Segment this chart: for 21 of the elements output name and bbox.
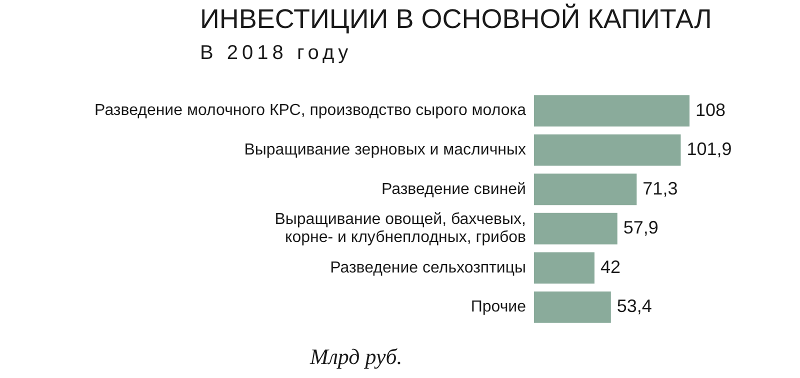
bar [534,212,618,244]
y-tick-label: Разведение молочного КРС, производство сырого молока [94,102,526,120]
y-tick-label: Выращивание овощей, бахчевых, корне- и клубнеплодных, грибов [274,210,526,246]
chart-title: ИНВЕСТИЦИИ В ОСНОВНОЙ КАПИТАЛ [200,4,712,35]
data-label: 42 [600,256,621,277]
bar [534,134,681,166]
text: В 2018 году [200,42,352,65]
y-tick-label: Разведение свиней [381,180,526,198]
bar [534,252,594,284]
data-label: 101,9 [686,139,732,160]
x-axis-title: Млрд руб. [310,344,402,370]
bar [534,174,637,206]
y-tick-label: Разведение сельхозптицы [330,259,526,276]
data-label: 57,9 [623,218,658,238]
data-label: 53,4 [616,296,652,316]
data-label: 108 [696,100,726,120]
data-label: 71,3 [642,178,678,198]
y-tick-label: Выращивание зерновых и масличных [244,142,526,159]
bar [534,95,690,127]
bar [534,291,611,323]
y-tick-label: Прочие [470,298,526,316]
